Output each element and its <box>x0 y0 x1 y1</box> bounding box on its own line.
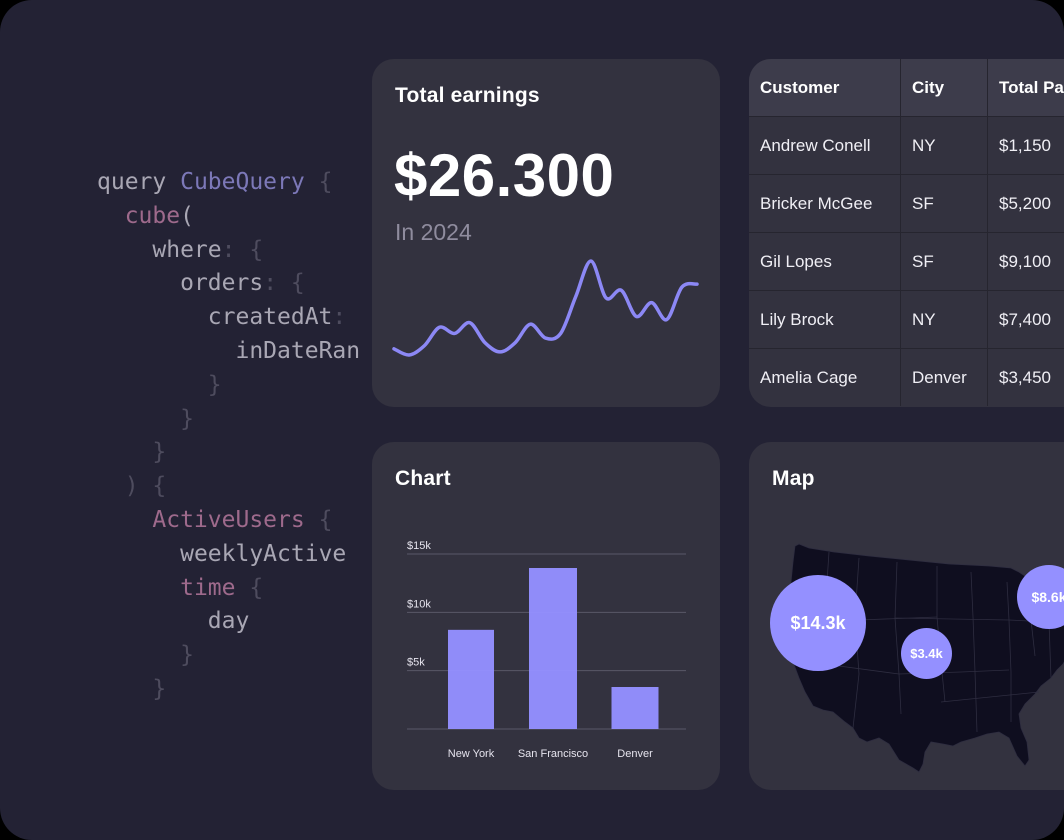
table-header-row: Customer City Total Pa <box>749 59 1064 117</box>
code-line: query CubeQuery { <box>97 166 360 200</box>
code-line: weeklyActive <box>97 538 360 572</box>
table-row[interactable]: Bricker McGee SF $5,200 <box>749 174 1064 233</box>
customers-table: Customer City Total Pa Andrew Conell NY $1… <box>749 59 1064 406</box>
bar-chart-card: Chart $5k $10k $15k New York San Francisco De… <box>372 442 720 790</box>
code-line: where: { <box>97 234 360 268</box>
cell-total: $7,400 <box>987 290 1064 349</box>
code-line: ActiveUsers { <box>97 504 360 538</box>
code-token: : <box>332 304 347 331</box>
column-header-city[interactable]: City <box>900 59 988 117</box>
earnings-sparkline <box>392 259 699 357</box>
earnings-title: Total earnings <box>395 84 540 107</box>
code-token: orders <box>180 270 264 297</box>
code-line: ) { <box>97 470 360 504</box>
code-token: } <box>152 439 167 466</box>
table-row[interactable]: Amelia Cage Denver $3,450 <box>749 348 1064 406</box>
code-line: inDateRan <box>97 335 360 369</box>
y-tick-label: $15k <box>407 540 431 552</box>
customers-table-card: Customer City Total Pa Andrew Conell NY $1… <box>749 59 1064 407</box>
sparkline-path <box>392 259 699 357</box>
code-token: { <box>304 169 333 195</box>
code-line: cube( <box>97 200 360 234</box>
cell-city: SF <box>900 232 988 291</box>
code-line: orders: { <box>97 267 360 301</box>
map-bubble-east[interactable]: $8.6k <box>1017 565 1064 629</box>
map-bubble-central-label: $3.4k <box>910 646 943 661</box>
map-card: Map $14.3k $3.4k <box>749 442 1064 790</box>
chart-title: Chart <box>395 467 451 490</box>
y-tick-label: $10k <box>407 598 431 610</box>
cell-total: $1,150 <box>987 116 1064 175</box>
cell-city: SF <box>900 174 988 233</box>
code-line: } <box>97 403 360 437</box>
column-header-customer[interactable]: Customer <box>749 59 901 117</box>
bar-new-york[interactable] <box>448 629 494 729</box>
earnings-period: In 2024 <box>395 219 472 245</box>
code-line: createdAt: <box>97 301 360 335</box>
code-token: } <box>180 405 194 432</box>
code-token: inDateRan <box>235 337 361 364</box>
code-line: } <box>97 639 360 673</box>
code-token: query <box>97 169 181 195</box>
y-tick-label: $5k <box>407 657 425 669</box>
code-token: weeklyActive <box>180 540 347 567</box>
map-bubble-west-label: $14.3k <box>790 612 846 633</box>
map-bubble-east-label: $8.6k <box>1031 589 1064 605</box>
table-row[interactable]: Andrew Conell NY $1,150 <box>749 116 1064 175</box>
cell-customer: Amelia Cage <box>749 348 901 406</box>
code-token: { <box>304 506 333 533</box>
code-line: } <box>97 369 360 403</box>
earnings-value: $26.300 <box>394 142 615 209</box>
code-token: cube <box>124 202 181 229</box>
code-token: } <box>180 642 194 669</box>
cell-customer: Bricker McGee <box>749 174 901 233</box>
code-token: createdAt <box>207 304 333 331</box>
earnings-card: Total earnings $26.300 In 2024 <box>372 59 720 407</box>
code-token: : { <box>263 270 305 297</box>
cell-city: NY <box>900 116 988 175</box>
cell-total: $3,450 <box>987 348 1064 406</box>
code-token: { <box>235 574 264 601</box>
code-token: CubeQuery <box>180 169 305 195</box>
code-line: } <box>97 436 360 470</box>
bar-san-francisco[interactable] <box>529 568 577 729</box>
column-header-total[interactable]: Total Pa <box>987 59 1064 117</box>
cell-total: $5,200 <box>987 174 1064 233</box>
code-token: ActiveUsers <box>152 506 305 533</box>
code-line: } <box>97 673 360 707</box>
table-row[interactable]: Gil Lopes SF $9,100 <box>749 232 1064 291</box>
map-bubble-central[interactable]: $3.4k <box>901 628 952 679</box>
code-token: : { <box>221 236 264 263</box>
cell-city: Denver <box>900 348 988 406</box>
table-row[interactable]: Lily Brock NY $7,400 <box>749 290 1064 349</box>
code-token: } <box>207 371 222 398</box>
map-title: Map <box>772 467 815 490</box>
cell-city: NY <box>900 290 988 349</box>
x-tick-label: San Francisco <box>518 748 588 760</box>
code-token: where <box>152 236 222 263</box>
code-line: time { <box>97 572 360 606</box>
bar-denver[interactable] <box>611 687 659 729</box>
cell-customer: Lily Brock <box>749 290 901 349</box>
bar-chart: $5k $10k $15k New York San Francisco Denver <box>407 540 686 760</box>
code-token: } <box>152 675 167 702</box>
x-tick-label: Denver <box>617 748 653 760</box>
graphql-code-snippet: query CubeQuery { cube( where: { orders:… <box>97 166 360 707</box>
cell-customer: Gil Lopes <box>749 232 901 291</box>
cell-customer: Andrew Conell <box>749 116 901 175</box>
x-tick-label: New York <box>448 748 495 760</box>
code-token: ( <box>180 202 194 229</box>
code-token: ) { <box>124 473 167 500</box>
code-token: day <box>207 608 250 635</box>
map-bubble-west[interactable]: $14.3k <box>770 575 866 671</box>
cell-total: $9,100 <box>987 232 1064 291</box>
code-token: time <box>180 574 236 601</box>
code-line: day <box>97 605 360 639</box>
